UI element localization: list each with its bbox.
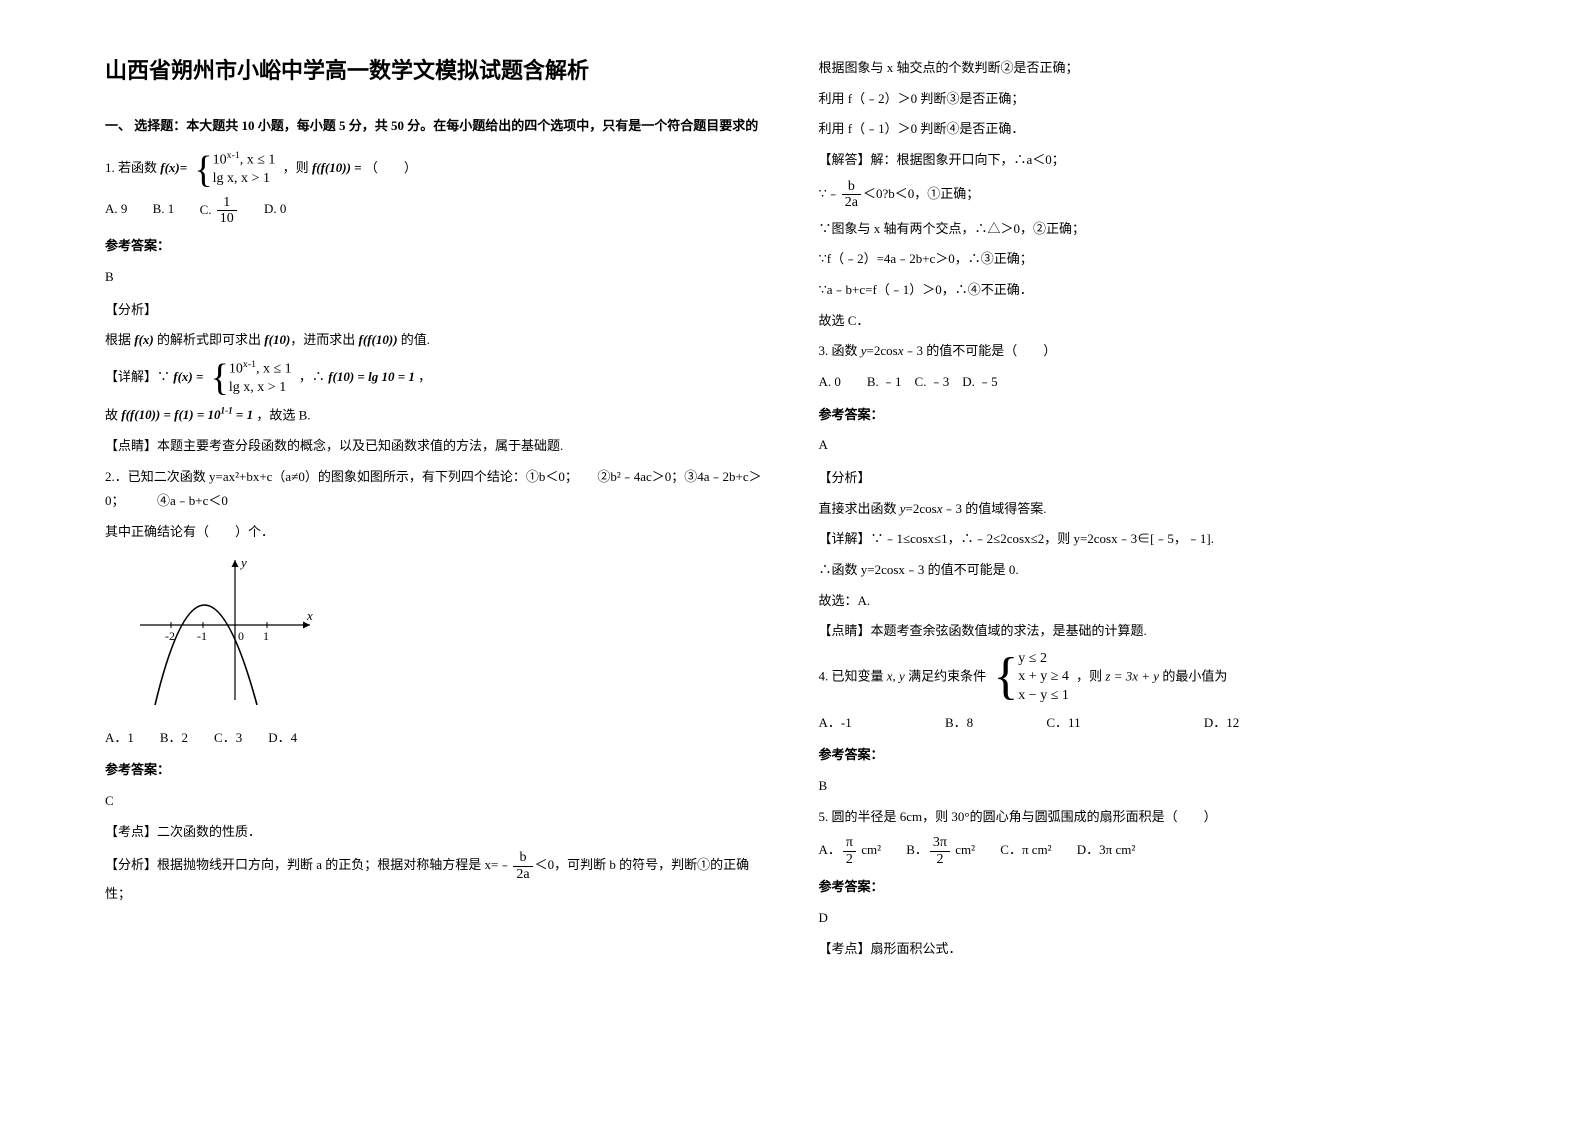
section-1-heading: 一、 选择题：本大题共 10 小题，每小题 5 分，共 50 分。在每小题给出的… bbox=[105, 114, 769, 139]
q2-stem1: 2.．已知二次函数 y=ax²+bx+c（a≠0）的图象如图所示，有下列四个结论… bbox=[105, 465, 769, 514]
q2-stem2: 其中正确结论有（ ）个． bbox=[105, 520, 769, 545]
q3-pt: 【点睛】本题考查余弦函数值域的求法，是基础的计算题. bbox=[819, 619, 1483, 644]
q4-answer: B bbox=[819, 774, 1483, 799]
q2-cont-3: 利用 f（﹣1）＞0 判断④是否正确． bbox=[819, 117, 1483, 142]
page-title: 山西省朔州市小峪中学高一数学文模拟试题含解析 bbox=[105, 50, 769, 92]
q5-opt-d: D．3π cm² bbox=[1077, 838, 1135, 863]
q5-stem: 5. 圆的半径是 6cm，则 30°的圆心角与圆弧围成的扇形面积是（ ） bbox=[819, 805, 1483, 830]
svg-text:-1: -1 bbox=[197, 629, 207, 643]
svg-text:-2: -2 bbox=[165, 629, 175, 643]
q2-analysis: 【分析】根据抛物线开口方向，判断 a 的正负；根据对称轴方程是 x=﹣b2a＜0… bbox=[105, 850, 769, 906]
q3-an: 直接求出函数 y=2cosx﹣3 的值域得答案. bbox=[819, 497, 1483, 522]
q4-opt-b: B．8 bbox=[945, 711, 973, 736]
q3-det: 【详解】∵﹣1≤cosx≤1，∴﹣2≤2cosx≤2，则 y=2cosx﹣3∈[… bbox=[819, 527, 1483, 552]
parabola-graph-svg: x y -2 -1 0 1 bbox=[135, 555, 315, 705]
q2-answer: C bbox=[105, 789, 769, 814]
q1-options: A. 9 B. 1 C. 110 D. 0 bbox=[105, 195, 769, 227]
q3-answer-label: 参考答案： bbox=[819, 403, 1483, 428]
q5-options: A．π2 cm² B．3π2 cm² C．π cm² D．3π cm² bbox=[819, 835, 1483, 867]
q2-cont-9: 故选 C． bbox=[819, 309, 1483, 334]
q1-answer: B bbox=[105, 265, 769, 290]
q4-p2: x + y ≥ 4 bbox=[1018, 668, 1069, 686]
svg-text:0: 0 bbox=[238, 629, 244, 643]
q1-answer-label: 参考答案： bbox=[105, 234, 769, 259]
right-column: 根据图象与 x 轴交点的个数判断②是否正确； 利用 f（﹣2）＞0 判断③是否正… bbox=[794, 50, 1508, 1072]
q2-graph: x y -2 -1 0 1 bbox=[135, 555, 769, 714]
q4-options: A．-1 B．8 C．11 D．12 bbox=[819, 711, 1483, 736]
q5-opt-a: A．π2 cm² bbox=[819, 835, 882, 867]
q2-kaodian: 【考点】二次函数的性质． bbox=[105, 820, 769, 845]
q3-answer: A bbox=[819, 433, 1483, 458]
q5-answer-label: 参考答案： bbox=[819, 875, 1483, 900]
q3-det3: 故选：A. bbox=[819, 589, 1483, 614]
q2-cont-8: ∵a﹣b+c=f（﹣1）＞0，∴④不正确． bbox=[819, 278, 1483, 303]
svg-text:1: 1 bbox=[263, 629, 269, 643]
q4-opt-d: D．12 bbox=[1204, 711, 1239, 736]
q3-an-label: 【分析】 bbox=[819, 466, 1483, 491]
q1-opt-a: A. 9 bbox=[105, 197, 127, 222]
q1-opt-d: D. 0 bbox=[264, 197, 286, 222]
y-label: y bbox=[239, 555, 247, 570]
q4-stem: 4. 已知变量 x, y 满足约束条件 { y ≤ 2 x + y ≥ 4 x … bbox=[819, 650, 1483, 705]
q1-piece1: 10x-1, x ≤ 1 bbox=[213, 150, 276, 170]
parabola-curve bbox=[155, 605, 257, 705]
q2-options: A．1 B．2 C．3 D．4 bbox=[105, 726, 769, 751]
q1-opt-c: C. 110 bbox=[200, 195, 239, 227]
q5-answer: D bbox=[819, 906, 1483, 931]
q2-cont-1: 根据图象与 x 轴交点的个数判断②是否正确； bbox=[819, 56, 1483, 81]
q1-ffexp: f(f(10)) = bbox=[312, 160, 362, 175]
q1-point: 【点睛】本题主要考查分段函数的概念，以及已知函数求值的方法，属于基础题. bbox=[105, 434, 769, 459]
q4-opt-c: C．11 bbox=[1046, 711, 1080, 736]
q2-cont-5: ∵﹣b2a＜0?b＜0，①正确； bbox=[819, 179, 1483, 211]
q2-answer-label: 参考答案： bbox=[105, 758, 769, 783]
q3-det2: ∴函数 y=2cosx﹣3 的值不可能是 0. bbox=[819, 558, 1483, 583]
q5-opt-b: B．3π2 cm² bbox=[906, 835, 975, 867]
q4-p1: y ≤ 2 bbox=[1018, 650, 1069, 668]
q4-opt-a: A．-1 bbox=[819, 711, 852, 736]
q1-analysis: 根据 f(x) 的解析式即可求出 f(10)，进而求出 f(f(10)) 的值. bbox=[105, 328, 769, 353]
q4-p3: x − y ≤ 1 bbox=[1018, 687, 1069, 705]
x-label: x bbox=[306, 608, 313, 623]
q1-stem: 1. 若函数 f(x)= { 10x-1, x ≤ 1 lg x, x > 1 … bbox=[105, 150, 769, 188]
q5-opt-c: C．π cm² bbox=[1000, 838, 1051, 863]
q3-stem: 3. 函数 y=2cosx﹣3 的值不可能是（ ） bbox=[819, 339, 1483, 364]
q3-options: A. 0 B. ﹣1 C. ﹣3 D. ﹣5 bbox=[819, 370, 1483, 395]
q1-detail: 【详解】∵ f(x) = { 10x-1, x ≤ 1 lg x, x > 1 … bbox=[105, 359, 769, 397]
q5-kaodian: 【考点】扇形面积公式． bbox=[819, 937, 1483, 962]
q2-cont-2: 利用 f（﹣2）＞0 判断③是否正确； bbox=[819, 87, 1483, 112]
q4-answer-label: 参考答案： bbox=[819, 743, 1483, 768]
q2-cont-7: ∵f（﹣2）=4a﹣2b+c＞0，∴③正确； bbox=[819, 247, 1483, 272]
left-column: 山西省朔州市小峪中学高一数学文模拟试题含解析 一、 选择题：本大题共 10 小题… bbox=[80, 50, 794, 1072]
q2-cont-4: 【解答】解：根据图象开口向下，∴a＜0； bbox=[819, 148, 1483, 173]
q2-cont-6: ∵图象与 x 轴有两个交点，∴△＞0，②正确； bbox=[819, 217, 1483, 242]
q1-analysis-label: 【分析】 bbox=[105, 298, 769, 323]
q1-piece2: lg x, x > 1 bbox=[213, 170, 276, 188]
q1-opt-b: B. 1 bbox=[153, 197, 175, 222]
q1-detail-2: 故 f(f(10)) = f(1) = 101-1 = 1 ，故选 B. bbox=[105, 403, 769, 428]
